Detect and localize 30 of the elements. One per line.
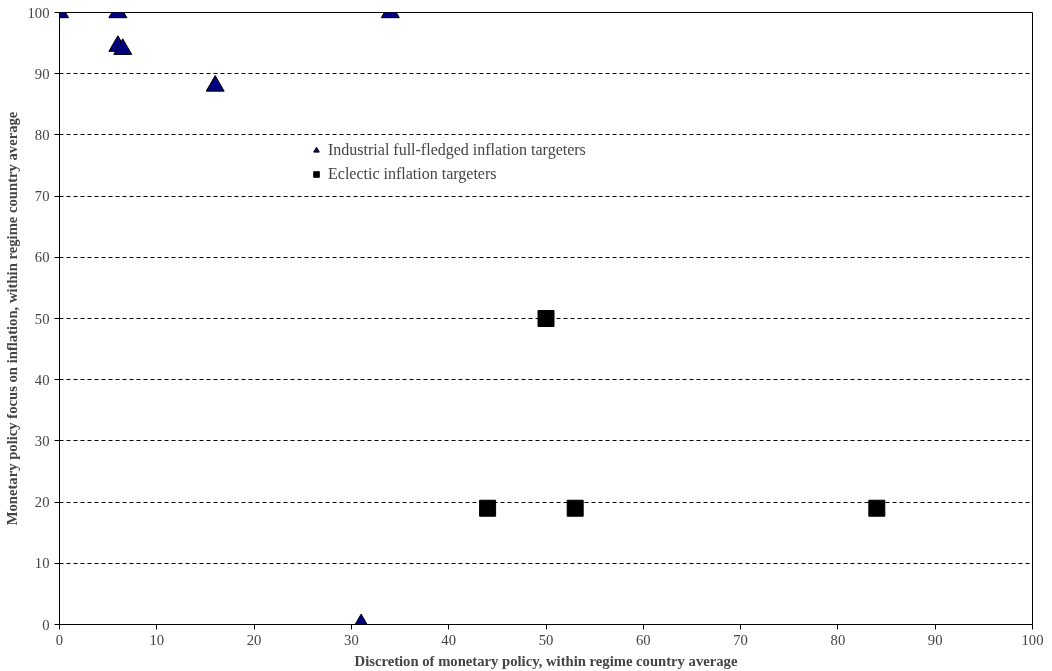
x-tick-label: 90 xyxy=(927,631,943,648)
point xyxy=(537,310,555,327)
y-tick-label: 50 xyxy=(34,310,50,327)
y-tick-label: 0 xyxy=(42,616,50,633)
point xyxy=(566,499,584,517)
point xyxy=(868,499,886,517)
legend-label: Eclectic inflation targeters xyxy=(328,165,497,183)
x-tick-label: 10 xyxy=(149,631,165,648)
x-tick-label: 60 xyxy=(635,631,651,648)
y-tick-label: 100 xyxy=(27,4,50,21)
y-tick-label: 60 xyxy=(34,249,50,266)
point xyxy=(479,499,497,517)
y-tick-label: 70 xyxy=(34,188,50,205)
x-tick-label: 20 xyxy=(246,631,262,648)
x-tick-label: 70 xyxy=(733,631,748,648)
y-tick-label: 30 xyxy=(34,432,50,449)
x-tick-label: 30 xyxy=(344,631,359,648)
y-tick-label: 40 xyxy=(34,371,50,388)
x-tick-label: 80 xyxy=(830,631,846,648)
y-tick-label: 90 xyxy=(34,65,50,82)
legend-label: Industrial full-fledged inflation targeters xyxy=(328,141,586,159)
y-tick-label: 10 xyxy=(34,555,50,572)
x-tick-label: 100 xyxy=(1021,631,1044,648)
x-tick-label: 0 xyxy=(55,631,64,648)
y-tick-label: 20 xyxy=(34,494,50,511)
x-tick-label: 40 xyxy=(441,631,457,648)
x-tick-label: 50 xyxy=(538,631,554,648)
x-axis-title: Discretion of monetary policy, within regime country average xyxy=(354,652,738,669)
y-tick-label: 80 xyxy=(34,126,50,143)
y-axis-title: Monetary policy focus on inflation, within regime country average xyxy=(3,111,20,526)
